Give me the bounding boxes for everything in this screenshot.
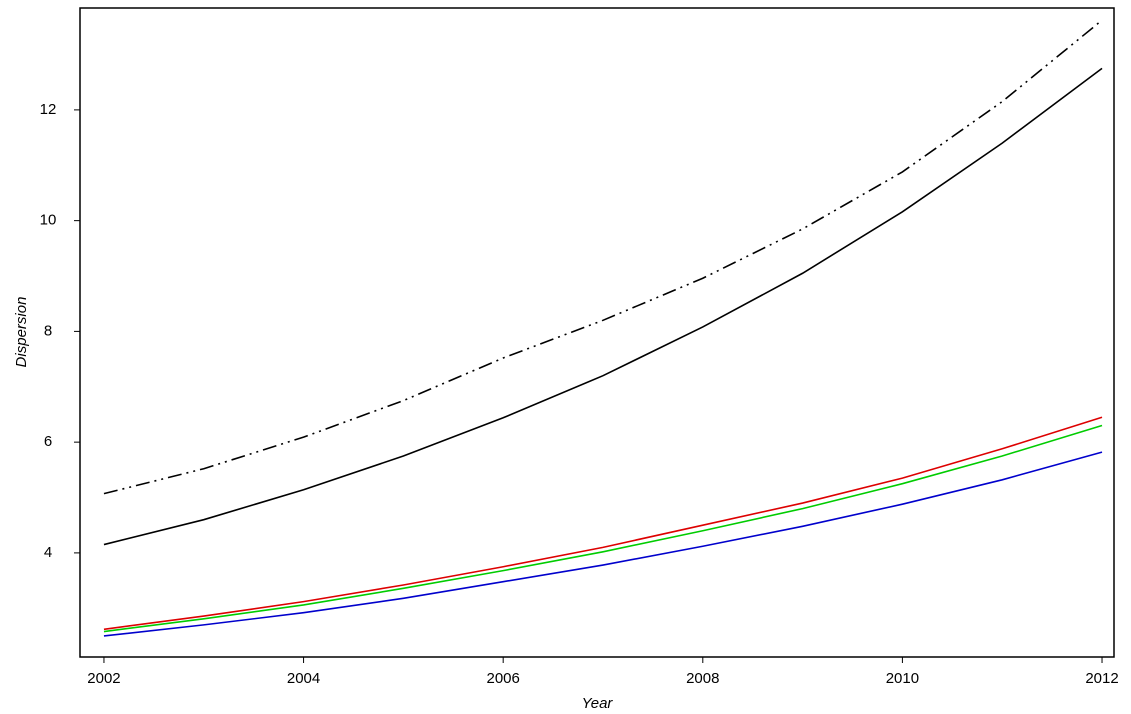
x-tick-label: 2006 bbox=[486, 670, 519, 687]
plot-frame bbox=[79, 7, 1115, 658]
data-line bbox=[103, 416, 1103, 631]
y-tick-label: 10 bbox=[40, 212, 57, 229]
x-tick-label: 2010 bbox=[886, 670, 919, 687]
x-tick-label: 2008 bbox=[686, 670, 719, 687]
data-line bbox=[103, 451, 1103, 637]
y-tick-label: 6 bbox=[44, 433, 52, 450]
x-axis-label: Year bbox=[582, 695, 614, 712]
y-tick-label: 4 bbox=[44, 544, 52, 561]
y-tick-label: 8 bbox=[44, 322, 52, 339]
x-tick-label: 2004 bbox=[287, 670, 320, 687]
x-tick-label: 2002 bbox=[87, 670, 120, 687]
y-axis-label: Dispersion bbox=[13, 297, 30, 368]
data-line bbox=[103, 424, 1103, 633]
x-tick-label: 2012 bbox=[1085, 670, 1118, 687]
data-line bbox=[103, 67, 1103, 546]
data-line bbox=[103, 19, 1103, 495]
y-tick-label: 12 bbox=[40, 101, 57, 118]
